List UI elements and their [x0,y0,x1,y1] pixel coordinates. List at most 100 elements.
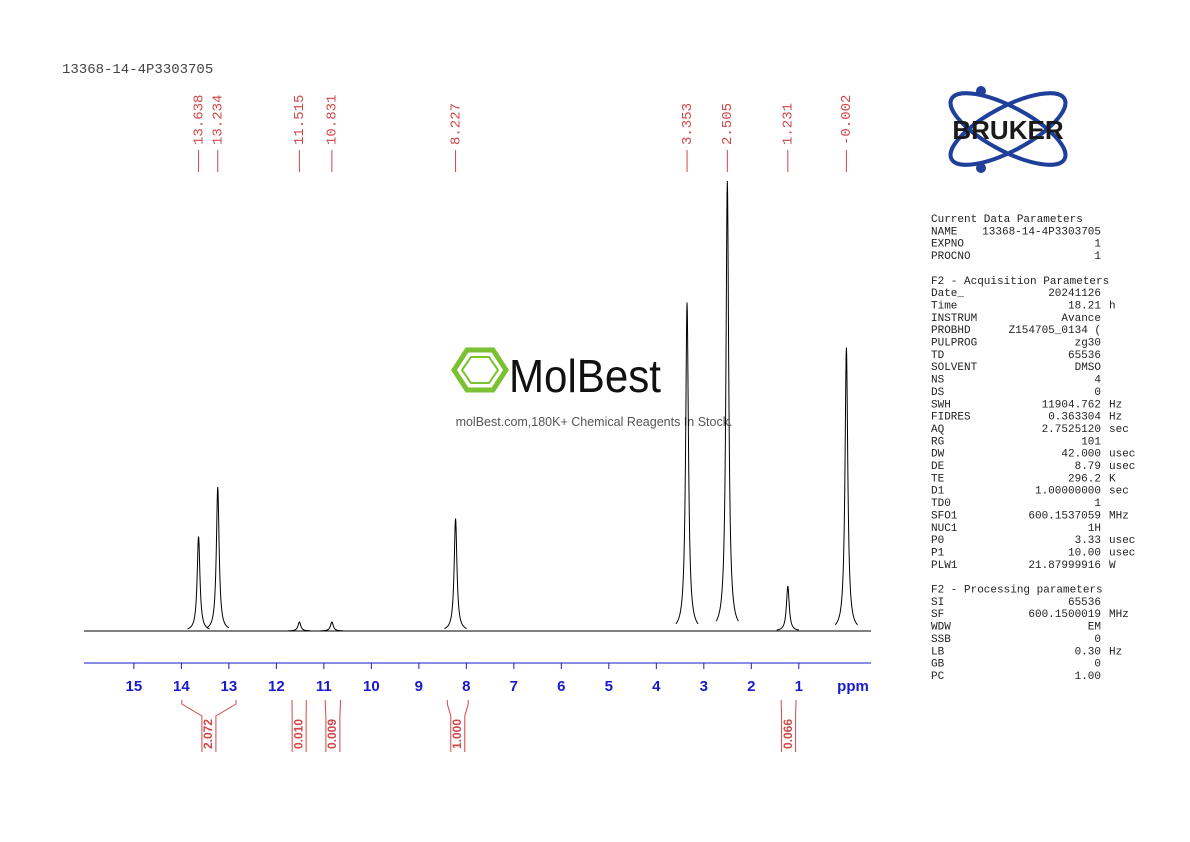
integral-bracket [446,700,469,752]
param-section-title: Current Data Parameters [931,214,1083,226]
param-value: 13368-14-4P3303705 [982,226,1101,238]
param-key: TD0 [931,498,951,510]
param-key: PLW1 [931,560,958,572]
param-value: 65536 [1068,350,1101,362]
x-tick-label: 2 [747,678,755,695]
param-key: RG [931,436,944,448]
param-value: 600.1500019 [1028,609,1101,621]
x-tick-label: 11 [316,678,332,695]
peak-label: 13.234 [210,95,226,145]
param-value: 2.7525120 [1042,424,1101,436]
param-key: DW [931,449,945,461]
param-unit: usec [1109,535,1135,547]
param-value: 1.00 [1075,671,1101,683]
param-key: D1 [931,486,945,498]
param-value: 296.2 [1068,473,1101,485]
peak-label: 1.231 [781,103,797,145]
bruker-logo: BRUKER [948,86,1068,173]
param-value: 0.30 [1075,646,1101,658]
param-value: 1H [1088,523,1101,535]
param-key: EXPNO [931,239,964,251]
param-value: 3.33 [1075,535,1101,547]
x-tick-label: 8 [462,678,470,695]
param-value: 101 [1081,436,1101,448]
integral-bracket [291,700,307,752]
peak-label: -0.002 [839,95,855,145]
param-key: AQ [931,424,945,436]
param-value: 4 [1094,375,1101,387]
logo-orbit [948,91,1068,167]
param-value: 10.00 [1068,547,1101,559]
param-key: TD [931,350,945,362]
param-key: SSB [931,634,951,646]
peak [187,536,210,630]
logo-hexagon [451,347,509,393]
param-unit: MHz [1109,510,1129,522]
param-value: 1 [1094,498,1101,510]
param-key: P1 [931,547,945,559]
param-value: 21.87999916 [1028,560,1101,572]
param-value: 1.00000000 [1035,486,1101,498]
integral-label: 0.010 [291,719,305,749]
param-value: 0 [1094,387,1101,399]
param-section-title: F2 - Acquisition Parameters [931,276,1109,288]
peak-label: 11.515 [292,95,308,145]
param-key: SF [931,609,944,621]
logo-orbit [948,91,1068,167]
integral-bracket [181,700,237,752]
param-key: LB [931,646,945,658]
param-key: SOLVENT [931,362,978,374]
peak-label: 3.353 [680,103,696,145]
x-axis-label: ppm [837,678,869,695]
param-unit: sec [1109,424,1129,436]
param-value: 65536 [1068,597,1101,609]
param-key: Time [931,300,957,312]
param-section-title: F2 - Processing parameters [931,585,1103,597]
integral-label: 2.072 [201,719,215,749]
param-value: Avance [1061,313,1101,325]
param-key: GB [931,659,945,671]
param-value: 20241126 [1048,288,1101,300]
x-tick-label: 1 [795,678,803,695]
peak [206,486,230,629]
param-value: 8.79 [1075,461,1101,473]
param-unit: Hz [1109,412,1122,424]
param-key: NS [931,375,945,387]
x-tick-label: 9 [415,678,423,695]
param-key: PROBHD [931,325,971,337]
sample-name: 13368-14-4P3303705 [62,62,213,78]
param-value: 1 [1094,251,1101,263]
param-key: WDW [931,622,951,634]
param-value: Z154705_0134 ( [1009,325,1101,337]
param-value: zg30 [1075,338,1101,350]
molbest-watermark: MolBest molBest.com,180K+ Chemical Reage… [451,347,732,429]
param-key: NAME [931,226,958,238]
param-value: 0 [1094,634,1101,646]
integral-bracket [780,700,797,752]
peak-label: 8.227 [448,103,464,145]
x-tick-label: 10 [363,678,380,695]
param-key: SFO1 [931,510,958,522]
param-unit: W [1109,560,1116,572]
x-tick-label: 5 [605,678,613,695]
molbest-text: MolBest [509,350,661,402]
x-tick-label: 7 [510,678,518,695]
bruker-text: BRUKER [952,115,1063,145]
param-value: 18.21 [1068,300,1101,312]
param-key: SWH [931,399,951,411]
param-value: DMSO [1075,362,1102,374]
peak [288,621,311,632]
param-key: INSTRUM [931,313,977,325]
integral-bracket [324,700,341,752]
peak [675,302,699,625]
logo-dot [976,86,986,96]
x-tick-label: 13 [221,678,238,695]
param-value: 11904.762 [1042,399,1101,411]
peak-label: 13.638 [191,95,207,145]
logo-hexagon [460,356,500,384]
param-key: P0 [931,535,944,547]
peak [834,347,858,626]
param-unit: sec [1109,486,1129,498]
